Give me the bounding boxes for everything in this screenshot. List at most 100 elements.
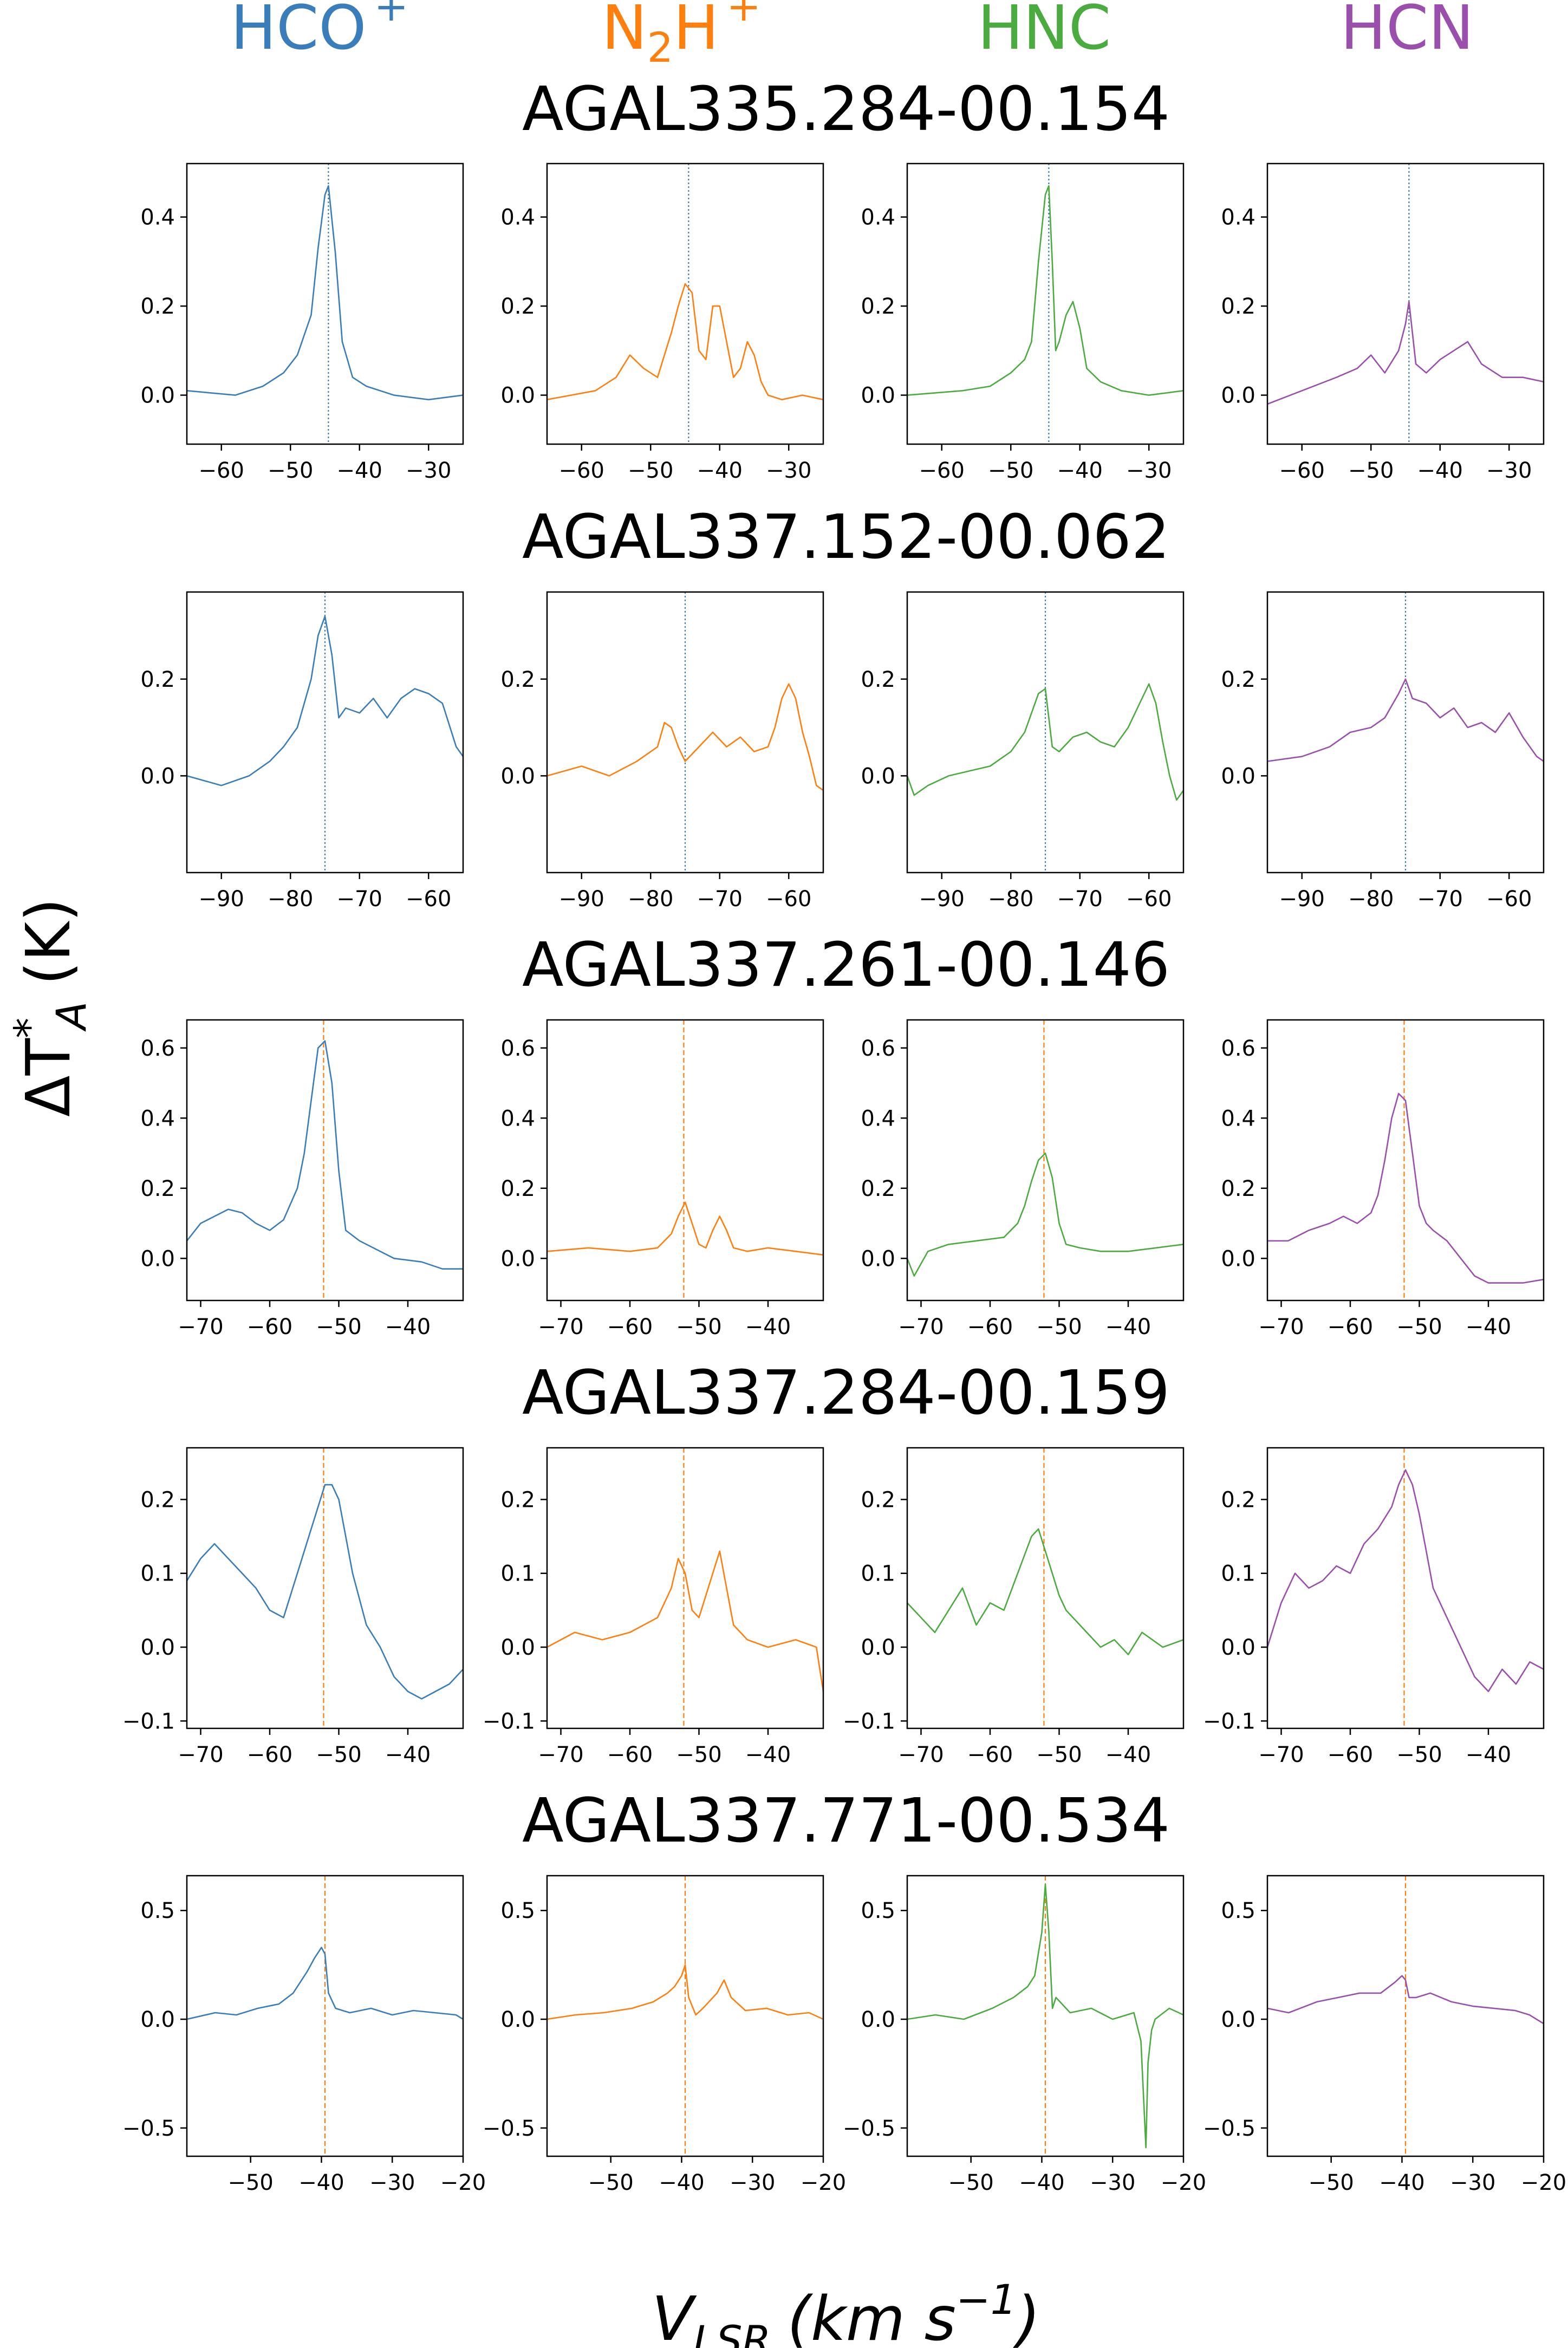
column-header: HCO + <box>231 0 408 63</box>
column-header-sub: 2 <box>647 23 673 71</box>
x-tick-label: −60 <box>1328 1315 1373 1339</box>
x-tick-label: −70 <box>898 1315 944 1339</box>
panel-frame <box>546 162 824 445</box>
source-title: AGAL337.261-00.146 <box>522 930 1170 1000</box>
x-tick-label: −40 <box>1466 1315 1511 1339</box>
y-tick-label: 0.4 <box>861 1106 895 1131</box>
x-tick-label: −60 <box>919 458 965 483</box>
y-tick-label: 0.4 <box>500 205 535 230</box>
x-tick-label: −80 <box>988 887 1033 912</box>
spectrum-line <box>186 185 464 401</box>
y-tick-label: 0.2 <box>140 667 175 692</box>
panel-frame <box>186 1875 464 2157</box>
x-tick-label: −50 <box>227 2170 273 2195</box>
spectrum-panel: −0.5 0.0 0.5 −50 −40 −30 −20 <box>122 1875 486 2195</box>
spectrum-panel: 0.0 0.2 −90 −80 −70 −60 <box>1221 591 1545 912</box>
x-tick-label: −60 <box>1279 458 1325 483</box>
x-tick-label: −50 <box>676 1742 721 1767</box>
y-axis-label-sub: A <box>47 1001 95 1032</box>
y-tick-label: 0.4 <box>140 205 175 230</box>
y-tick-label: 0.4 <box>140 1106 175 1131</box>
spectrum-line <box>186 1947 464 2020</box>
panel-frame <box>546 1875 824 2157</box>
y-tick-label: 0.5 <box>861 1898 895 1923</box>
y-tick-label: 0.5 <box>500 1898 535 1923</box>
y-tick-label: 0.1 <box>500 1562 535 1586</box>
x-tick-label: −30 <box>730 2170 775 2195</box>
x-tick-label: −60 <box>1328 1742 1373 1767</box>
x-tick-label: −30 <box>766 458 811 483</box>
spectrum-line <box>186 615 464 786</box>
y-tick-label: 0.1 <box>1221 1562 1255 1586</box>
column-header-base: HCN <box>1341 0 1474 63</box>
x-tick-label: −50 <box>1348 458 1394 483</box>
x-tick-label: −20 <box>801 2170 846 2195</box>
spectrum-panel: 0.0 0.2 0.4 0.6 −70 −60 −50 −40 <box>140 1019 464 1339</box>
y-tick-label: 0.2 <box>500 1176 535 1201</box>
column-header-sup: + <box>374 0 408 30</box>
y-tick-label: 0.2 <box>861 667 895 692</box>
x-tick-label: −50 <box>948 2170 993 2195</box>
x-tick-label: −60 <box>1486 887 1532 912</box>
source-row: AGAL337.284-00.159 −0.1 0.0 0.1 0.2 −70 −60 −50… <box>122 1358 1545 1767</box>
y-tick-label: 0.0 <box>500 383 535 408</box>
source-title: AGAL337.284-00.159 <box>522 1358 1170 1428</box>
x-tick-label: −60 <box>967 1315 1013 1339</box>
x-tick-label: −40 <box>1105 1742 1151 1767</box>
x-tick-label: −90 <box>919 887 965 912</box>
spectrum-panel: −0.1 0.0 0.1 0.2 −70 −60 −50 −40 <box>483 1447 824 1767</box>
x-axis-label: VLSR (km s−1) <box>652 2275 1040 2348</box>
panel-frame <box>906 1875 1185 2157</box>
y-tick-label: 0.2 <box>861 294 895 319</box>
spectrum-panel: 0.0 0.2 −90 −80 −70 −60 <box>500 591 824 912</box>
x-tick-label: −30 <box>406 458 451 483</box>
y-tick-label: 0.4 <box>500 1106 535 1131</box>
x-tick-label: −60 <box>766 887 811 912</box>
spectrum-panel: 0.0 0.2 0.4 −60 −50 −40 −30 <box>140 162 464 483</box>
y-tick-label: 0.0 <box>500 2007 535 2032</box>
y-tick-label: 0.0 <box>500 1246 535 1271</box>
x-axis-label-sub: LSR <box>693 2317 771 2348</box>
x-tick-label: −50 <box>268 458 313 483</box>
y-tick-label: 0.0 <box>140 2007 175 2032</box>
panel-frame <box>186 162 464 445</box>
panel-frame <box>546 591 824 874</box>
y-tick-label: −0.1 <box>1203 1709 1255 1734</box>
spectrum-panel: 0.0 0.2 −90 −80 −70 −60 <box>861 591 1185 912</box>
y-tick-label: −0.5 <box>843 2116 895 2141</box>
x-tick-label: −60 <box>406 887 451 912</box>
y-tick-label: −0.5 <box>483 2116 535 2141</box>
panel-frame <box>546 1447 824 1729</box>
x-tick-label: −60 <box>607 1315 653 1339</box>
x-tick-label: −60 <box>607 1742 653 1767</box>
column-headers: HCO + N2H + HNC HCN <box>231 0 1474 71</box>
x-tick-label: −30 <box>369 2170 415 2195</box>
x-tick-label: −50 <box>1036 1742 1082 1767</box>
spectrum-panel: −0.1 0.0 0.1 0.2 −70 −60 −50 −40 <box>122 1447 464 1767</box>
y-tick-label: 0.2 <box>500 1487 535 1512</box>
y-tick-label: 0.1 <box>140 1562 175 1586</box>
spectrum-line <box>1266 1469 1544 1693</box>
column-header: HNC <box>978 0 1111 63</box>
y-tick-label: 0.0 <box>861 2007 895 2032</box>
x-tick-label: −70 <box>697 887 743 912</box>
x-tick-label: −70 <box>1258 1742 1304 1767</box>
y-tick-label: 0.6 <box>861 1036 895 1061</box>
spectrum-panel: −0.5 0.0 0.5 −50 −40 −30 −20 <box>1203 1875 1566 2195</box>
spectrum-panel: 0.0 0.2 0.4 −60 −50 −40 −30 <box>500 162 824 483</box>
y-tick-label: 0.2 <box>140 1176 175 1201</box>
y-tick-label: 0.6 <box>500 1036 535 1061</box>
x-tick-label: −40 <box>1417 458 1463 483</box>
y-tick-label: 0.2 <box>1221 667 1255 692</box>
spectrum-line <box>1267 678 1544 762</box>
y-tick-label: 0.5 <box>140 1898 175 1923</box>
spectrum-line <box>546 1964 824 2020</box>
x-tick-label: −20 <box>1161 2170 1206 2195</box>
spectrum-line <box>546 283 824 401</box>
x-tick-label: −50 <box>316 1315 361 1339</box>
x-tick-label: −60 <box>1126 887 1172 912</box>
spectrum-panel: 0.0 0.2 −90 −80 −70 −60 <box>140 591 464 912</box>
